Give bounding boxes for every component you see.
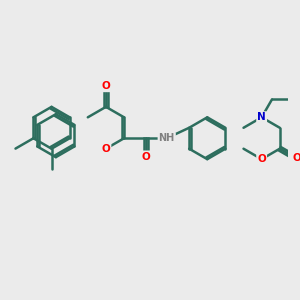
Text: O: O — [102, 81, 110, 91]
Text: O: O — [257, 154, 266, 164]
Text: O: O — [292, 154, 300, 164]
Text: N: N — [257, 112, 266, 122]
Text: O: O — [102, 144, 110, 154]
Text: NH: NH — [159, 133, 175, 143]
Text: O: O — [142, 152, 150, 161]
